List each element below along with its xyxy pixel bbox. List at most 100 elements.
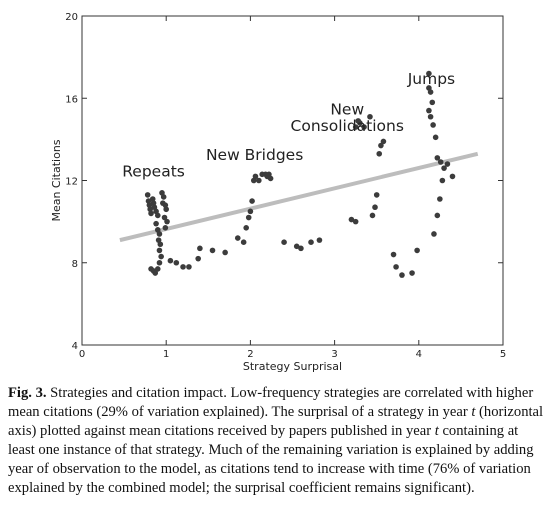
y-tick-label: 8 [72, 259, 78, 270]
data-point [437, 196, 443, 202]
data-point [154, 212, 161, 219]
data-point [293, 243, 300, 250]
caption-var-t-2: t [434, 423, 439, 439]
data-point [361, 124, 367, 130]
data-point [161, 214, 168, 221]
data-points [144, 70, 456, 278]
data-point [247, 208, 254, 215]
data-point [164, 218, 170, 225]
data-point [432, 134, 439, 141]
y-tick-label: 20 [65, 12, 78, 23]
data-point [357, 120, 363, 126]
data-point [158, 253, 164, 260]
x-tick-label: 4 [416, 349, 422, 360]
data-point [281, 239, 287, 245]
data-point [414, 247, 420, 254]
data-point [157, 241, 164, 248]
trendline-layer [119, 151, 479, 243]
data-point [267, 175, 274, 182]
data-point [252, 173, 259, 180]
data-point [376, 150, 383, 157]
data-point [449, 173, 456, 180]
annotation-label: Repeats [122, 162, 185, 180]
y-tick-label: 12 [65, 177, 78, 188]
data-point [352, 218, 359, 225]
x-tick-label: 2 [247, 349, 253, 360]
data-point [369, 212, 376, 219]
data-point [437, 159, 444, 165]
data-point [426, 70, 432, 77]
data-point [399, 272, 405, 278]
data-point [430, 122, 436, 128]
data-point [409, 270, 415, 276]
data-point [243, 224, 249, 231]
y-tick-label: 16 [65, 94, 78, 105]
data-point [222, 249, 228, 256]
data-point [148, 210, 154, 217]
data-point [154, 266, 161, 272]
data-point [352, 124, 359, 130]
data-point [444, 161, 451, 167]
data-point [156, 231, 163, 237]
y-tick-label: 4 [72, 341, 78, 352]
data-point [245, 214, 252, 221]
data-point [427, 89, 434, 95]
data-point [156, 247, 163, 254]
trendline [119, 151, 479, 243]
data-point [316, 237, 323, 243]
caption-text-1: Strategies and citation impact. Low-freq… [8, 385, 534, 420]
data-point [373, 192, 380, 198]
data-point [427, 113, 434, 120]
data-point [186, 264, 192, 270]
data-point [298, 245, 304, 252]
data-point [308, 239, 314, 245]
x-tick-label: 5 [500, 349, 506, 360]
x-tick-label: 3 [331, 349, 337, 360]
data-point [434, 155, 441, 161]
data-point [153, 220, 159, 227]
data-point [434, 212, 441, 219]
data-point [390, 251, 397, 258]
data-point [197, 245, 203, 252]
caption-text-2: (horizontal axis) plotted against mean c… [8, 404, 544, 439]
y-axis-title: Mean Citations [50, 139, 63, 221]
data-point [144, 192, 151, 198]
data-point [195, 255, 201, 262]
x-axis-title: Strategy Surprisal [243, 360, 342, 373]
figure-caption: Fig. 3. Strategies and citation impact. … [8, 384, 548, 498]
data-point [180, 264, 186, 270]
data-point [348, 216, 355, 223]
data-point [367, 113, 373, 120]
data-point [209, 247, 216, 254]
data-point [234, 235, 241, 241]
data-point [152, 270, 159, 276]
data-point [431, 231, 437, 237]
data-point [439, 177, 446, 184]
caption-label: Fig. 3. [8, 385, 47, 401]
data-point [429, 99, 436, 106]
annotation-label: Jumps [407, 70, 455, 88]
annotation-label: New Bridges [206, 146, 303, 164]
data-point [256, 177, 262, 184]
data-point [380, 138, 387, 145]
data-point [393, 264, 399, 270]
data-point [167, 257, 174, 264]
x-tick-label: 1 [163, 349, 169, 360]
data-point [173, 259, 180, 266]
data-point [426, 107, 432, 114]
data-point [163, 206, 169, 213]
annotation-label: Consolidations [291, 117, 404, 135]
data-point [441, 165, 447, 171]
caption-var-t-1: t [471, 404, 476, 420]
data-point [162, 224, 169, 231]
data-point [378, 142, 384, 149]
data-point [160, 194, 167, 200]
data-point [372, 204, 378, 211]
data-point [240, 239, 247, 245]
caption-text-3: containing at least one instance of that… [8, 423, 534, 496]
annotation-label: New [330, 101, 364, 119]
data-point [156, 259, 163, 266]
